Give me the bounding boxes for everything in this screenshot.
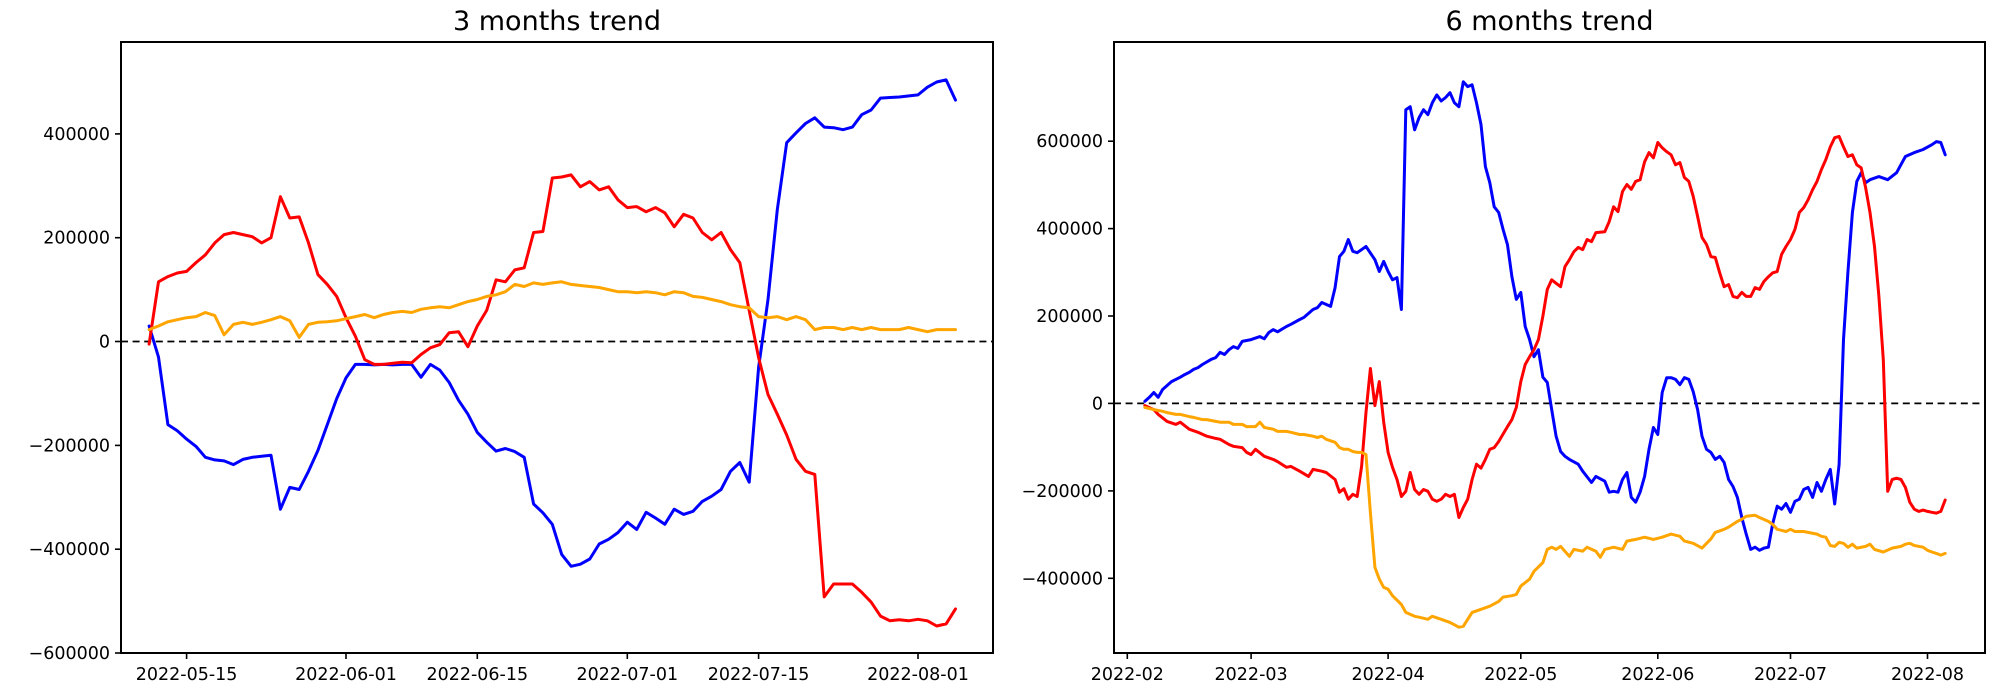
plot-border xyxy=(1113,41,1986,654)
chart-3-months: 2022-05-15 2022-06-01 2022-06-15 2022-07-01… xyxy=(29,41,994,685)
x-tick-label: 2022-06-15 xyxy=(426,665,528,685)
series-line-red xyxy=(147,173,957,628)
series-line-orange xyxy=(147,280,957,339)
series-line-orange xyxy=(1143,405,1947,629)
y-tick-label: 0 xyxy=(1092,394,1103,414)
y-tick-label: 400000 xyxy=(1036,220,1103,240)
y-tick-label: 0 xyxy=(99,333,110,353)
x-tick-label: 2022-07-15 xyxy=(708,665,810,685)
series-line-blue xyxy=(1143,80,1947,552)
y-tick-label: −200000 xyxy=(1022,482,1103,502)
x-tick-label: 2022-05-15 xyxy=(136,665,238,685)
plot-border xyxy=(120,41,994,654)
x-tick-label: 2022-04 xyxy=(1352,665,1425,685)
series-line-blue xyxy=(147,78,957,568)
x-tick-label: 2022-06 xyxy=(1621,665,1694,685)
x-tick-label: 2022-05 xyxy=(1484,665,1557,685)
x-tick-label: 2022-02 xyxy=(1091,665,1164,685)
chart-title-3-months: 3 months trend xyxy=(453,6,661,37)
x-tick-label: 2022-07-01 xyxy=(576,665,678,685)
y-tick-label: 600000 xyxy=(1036,132,1103,152)
y-tick-label: 200000 xyxy=(1036,307,1103,327)
y-tick-label: 200000 xyxy=(43,229,110,249)
y-tick-label: −200000 xyxy=(29,436,110,456)
plot-area xyxy=(121,42,993,653)
y-tick-label: 400000 xyxy=(43,125,110,145)
x-tick-label: 2022-08-01 xyxy=(867,665,969,685)
x-tick-label: 2022-03 xyxy=(1215,665,1288,685)
chart-title-6-months: 6 months trend xyxy=(1445,6,1654,37)
y-tick-label: −400000 xyxy=(29,540,110,560)
x-tick-label: 2022-07 xyxy=(1754,665,1827,685)
x-tick-label: 2022-06-01 xyxy=(295,665,397,685)
chart-6-months: 2022-02 2022-03 2022-04 2022-05 2022-06 2022-… xyxy=(1022,41,1986,685)
y-tick-label: −400000 xyxy=(1022,569,1103,589)
series-line-red xyxy=(1143,134,1947,519)
plot-area xyxy=(1114,42,1985,653)
y-tick-label: −600000 xyxy=(29,644,110,664)
x-tick-label: 2022-08 xyxy=(1891,665,1964,685)
